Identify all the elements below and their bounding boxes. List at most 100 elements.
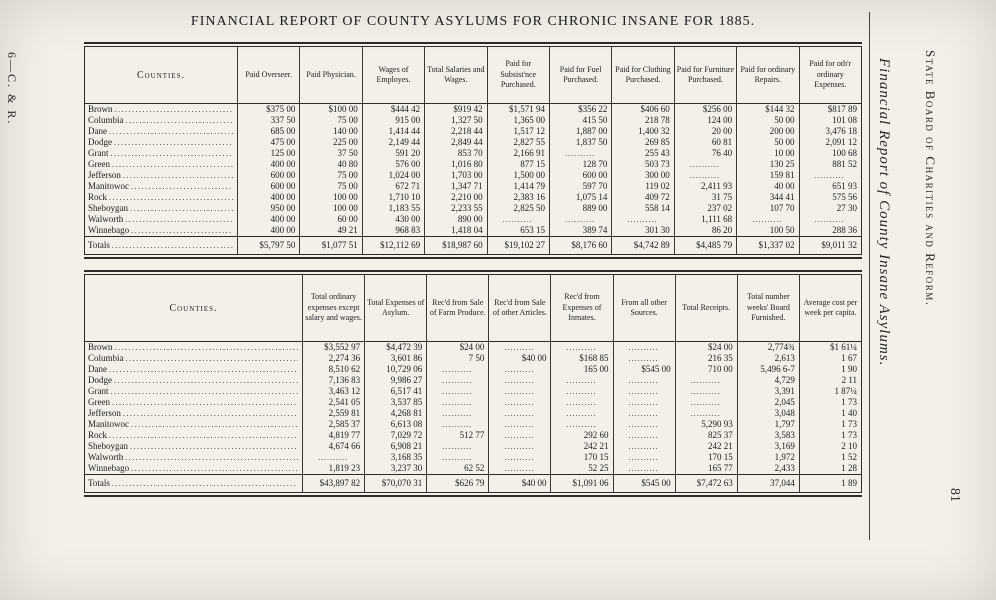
county-label: Totals — [88, 240, 110, 250]
value-cell: .......... — [488, 452, 551, 463]
value-cell: 889 00 — [548, 203, 612, 214]
value-cell: 125 00 — [236, 148, 300, 159]
value-cell: 2,827 55 — [486, 137, 550, 148]
value-cell: 2,210 00 — [424, 192, 488, 203]
value-cell: 62 52 — [426, 463, 489, 475]
dot-leader — [111, 386, 299, 397]
value-cell: 2,166 91 — [486, 148, 550, 159]
value-cell: .......... — [674, 408, 738, 419]
county-cell: Columbia — [85, 115, 238, 126]
value-cell: 124 00 — [673, 115, 737, 126]
value-cell: 2 11 — [798, 375, 862, 386]
value-cell: .......... — [301, 452, 365, 463]
value-cell: 558 14 — [611, 203, 675, 214]
dot-leader — [112, 159, 233, 170]
county-label: Walworth — [88, 214, 124, 224]
value-cell: 576 00 — [361, 159, 425, 170]
value-cell: 40 00 — [736, 181, 800, 192]
value-cell: $356 22 — [548, 103, 612, 115]
column-header: Paid for oth'r ordinary Expenses. — [798, 46, 862, 104]
county-label: Dane — [88, 126, 107, 136]
county-label: Manitowoc — [88, 181, 129, 191]
value-cell: 400 00 — [236, 214, 300, 225]
value-cell: 400 00 — [236, 225, 300, 237]
right-margin-caption: State Board of Charities and Reform. — [923, 50, 938, 307]
value-cell: 1,819 23 — [301, 463, 365, 475]
value-cell: 2,585 37 — [301, 419, 365, 430]
county-line: Brown — [88, 342, 298, 353]
value-cell: 1,183 55 — [361, 203, 425, 214]
value-cell: 4,729 — [736, 375, 800, 386]
dot-leader — [126, 353, 299, 364]
county-line: Walworth — [88, 214, 233, 225]
column-header: Rec'd from Sale of Farm Produce. — [426, 274, 489, 342]
value-cell: 2,233 55 — [424, 203, 488, 214]
value-cell: .......... — [673, 170, 737, 181]
value-cell: .......... — [798, 214, 862, 225]
table-header: Counties. Paid Overseer. Paid Physician. Wa… — [84, 46, 862, 104]
value-cell: 950 00 — [236, 203, 300, 214]
county-label: Sheboygan — [88, 441, 128, 451]
value-cell: .......... — [426, 397, 489, 408]
value-cell: 1,024 00 — [361, 170, 425, 181]
value-cell: 40 80 — [299, 159, 363, 170]
county-label: Green — [88, 397, 110, 407]
value-cell: 8,510 62 — [301, 364, 365, 375]
value-cell: 3,169 — [736, 441, 800, 452]
dot-leader — [126, 115, 234, 126]
value-cell: 2,383 16 — [486, 192, 550, 203]
county-line: Rock — [88, 192, 233, 203]
column-header: Total Salaries and Wages. — [424, 46, 488, 104]
county-cell: Totals — [84, 236, 238, 255]
value-cell: 4,268 81 — [364, 408, 427, 419]
document-title: FINANCIAL REPORT OF COUNTY ASYLUMS FOR C… — [190, 14, 756, 29]
county-cell: Jefferson — [85, 170, 238, 181]
column-header: Paid Physician. — [299, 46, 363, 104]
county-line: Columbia — [88, 115, 233, 126]
value-cell: 75 00 — [299, 170, 363, 181]
county-label: Winnebago — [88, 463, 130, 473]
column-header: Wages of Employes. — [361, 46, 425, 104]
value-cell: 2,433 — [736, 463, 800, 475]
value-cell: 100 68 — [798, 148, 862, 159]
value-cell: 50 00 — [736, 137, 800, 148]
value-cell: 76 40 — [673, 148, 737, 159]
county-cell: Grant — [85, 148, 238, 159]
value-cell: 1,414 79 — [486, 181, 550, 192]
county-cell: Jefferson — [85, 408, 303, 419]
value-cell: .......... — [612, 419, 676, 430]
county-cell: Green — [85, 159, 238, 170]
value-cell: 100 00 — [299, 192, 363, 203]
value-cell: 1,887 00 — [548, 126, 612, 137]
column-header: Paid for Subsist'nce Purchased. — [486, 46, 550, 104]
value-cell: 1,517 12 — [486, 126, 550, 137]
value-cell: 1,837 50 — [548, 137, 612, 148]
value-cell: 165 00 — [550, 364, 614, 375]
total-value-cell: $626 79 — [426, 474, 489, 493]
dot-leader — [111, 148, 234, 159]
value-cell: 512 77 — [426, 430, 489, 441]
value-cell: 877 15 — [486, 159, 550, 170]
value-cell: 1,365 00 — [486, 115, 550, 126]
value-cell: 7 50 — [426, 353, 489, 364]
dot-leader — [114, 375, 298, 386]
value-cell: 242 21 — [550, 441, 614, 452]
county-line: Dane — [88, 364, 298, 375]
value-cell: 269 85 — [611, 137, 675, 148]
table-row: Columbia 2,274 363,601 867 50$40 00$168 8… — [85, 353, 862, 364]
value-cell: 2,559 81 — [301, 408, 365, 419]
value-cell: $375 00 — [236, 103, 300, 115]
county-cell: Dane — [85, 364, 303, 375]
dot-leader — [114, 137, 233, 148]
value-cell: .......... — [550, 375, 614, 386]
county-line: Totals — [88, 238, 233, 255]
header-row: Counties. Paid Overseer. Paid Physician. Wa… — [84, 46, 862, 104]
total-value-cell: $1,091 06 — [550, 474, 614, 493]
value-cell: $1,571 94 — [486, 103, 550, 115]
